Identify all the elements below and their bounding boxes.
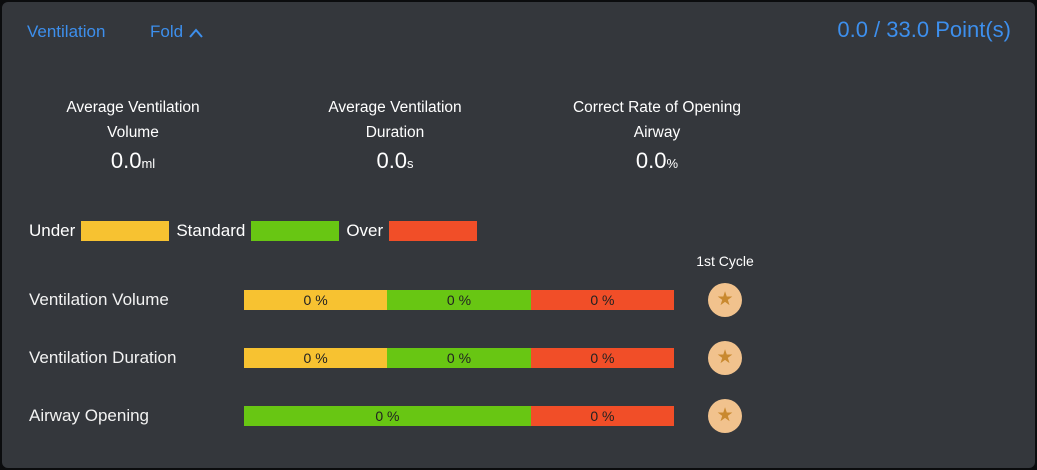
panel-title: Ventilation bbox=[27, 22, 106, 41]
cycle-header: 1st Cycle bbox=[696, 253, 754, 269]
star-icon: ★ bbox=[716, 405, 734, 426]
bar-segment-standard: 0 % bbox=[387, 290, 531, 310]
stacked-bar: 0 % 0 % 0 % bbox=[244, 290, 674, 310]
bar-segment-over: 0 % bbox=[530, 290, 674, 310]
stat-block: Correct Rate of Opening Airway 0.0% bbox=[526, 95, 788, 177]
stat-value: 0.0 bbox=[376, 148, 408, 173]
star-icon: ★ bbox=[716, 347, 734, 368]
stat-label-line1: Average Ventilation bbox=[66, 99, 200, 116]
stat-value-line: 0.0s bbox=[264, 148, 526, 177]
stat-unit: s bbox=[407, 156, 414, 171]
legend-item: Under bbox=[29, 221, 176, 241]
stat-value: 0.0 bbox=[110, 148, 142, 173]
legend-item-label: Under bbox=[29, 221, 76, 240]
metric-row: Ventilation Duration 0 % 0 % 0 % ★ bbox=[2, 338, 1035, 378]
stat-label-line2: Airway bbox=[633, 124, 681, 141]
bar-segment-under: 0 % bbox=[244, 348, 388, 368]
metric-row-label: Ventilation Volume bbox=[29, 290, 169, 309]
stat-value-line: 0.0ml bbox=[2, 148, 264, 177]
metric-row-label: Airway Opening bbox=[29, 406, 150, 425]
bar-segment-over: 0 % bbox=[530, 348, 674, 368]
legend-color-swatch bbox=[81, 221, 170, 241]
stat-label-line1: Correct Rate of Opening bbox=[572, 99, 741, 116]
legend-color-swatch bbox=[251, 221, 340, 241]
star-badge: ★ bbox=[708, 283, 742, 317]
stat-block: Average Ventilation Volume 0.0ml bbox=[2, 95, 264, 177]
bar-segment-standard: 0 % bbox=[387, 348, 531, 368]
stacked-bar: 0 % 0 % 0 % bbox=[244, 348, 674, 368]
stat-label-line2: Volume bbox=[107, 124, 159, 141]
metric-row: Airway Opening 0 % 0 % ★ bbox=[2, 396, 1035, 436]
stat-label-line2: Duration bbox=[365, 124, 425, 141]
legend-item-label: Standard bbox=[176, 221, 246, 240]
chevron-up-icon bbox=[189, 27, 203, 38]
stat-value-line: 0.0% bbox=[526, 148, 788, 177]
fold-button[interactable]: Fold bbox=[150, 20, 204, 42]
stat-block: Average Ventilation Duration 0.0s bbox=[264, 95, 526, 177]
fold-button-label: Fold bbox=[150, 22, 184, 41]
stacked-bar: 0 % 0 % bbox=[244, 406, 674, 426]
legend-item-label: Over bbox=[346, 221, 384, 240]
metric-row: Ventilation Volume 0 % 0 % 0 % ★ bbox=[2, 280, 1035, 320]
bar-segment-under: 0 % bbox=[244, 290, 388, 310]
bar-segment-standard: 0 % bbox=[244, 406, 531, 426]
metric-row-label: Ventilation Duration bbox=[29, 348, 177, 367]
stat-label-line1: Average Ventilation bbox=[328, 99, 462, 116]
star-icon: ★ bbox=[716, 289, 734, 310]
stats-row: Average Ventilation Volume 0.0ml Average… bbox=[2, 95, 788, 177]
stat-value: 0.0 bbox=[635, 148, 667, 173]
legend: Under Standard Over bbox=[29, 221, 484, 241]
legend-color-swatch bbox=[389, 221, 478, 241]
score-text: 0.0 / 33.0 Point(s) bbox=[837, 17, 1011, 42]
stat-unit: % bbox=[666, 156, 679, 171]
legend-item: Standard bbox=[176, 221, 346, 241]
star-badge: ★ bbox=[708, 399, 742, 433]
legend-item: Over bbox=[346, 221, 484, 241]
bar-segment-over: 0 % bbox=[530, 406, 674, 426]
star-badge: ★ bbox=[708, 341, 742, 375]
stat-unit: ml bbox=[141, 156, 156, 171]
